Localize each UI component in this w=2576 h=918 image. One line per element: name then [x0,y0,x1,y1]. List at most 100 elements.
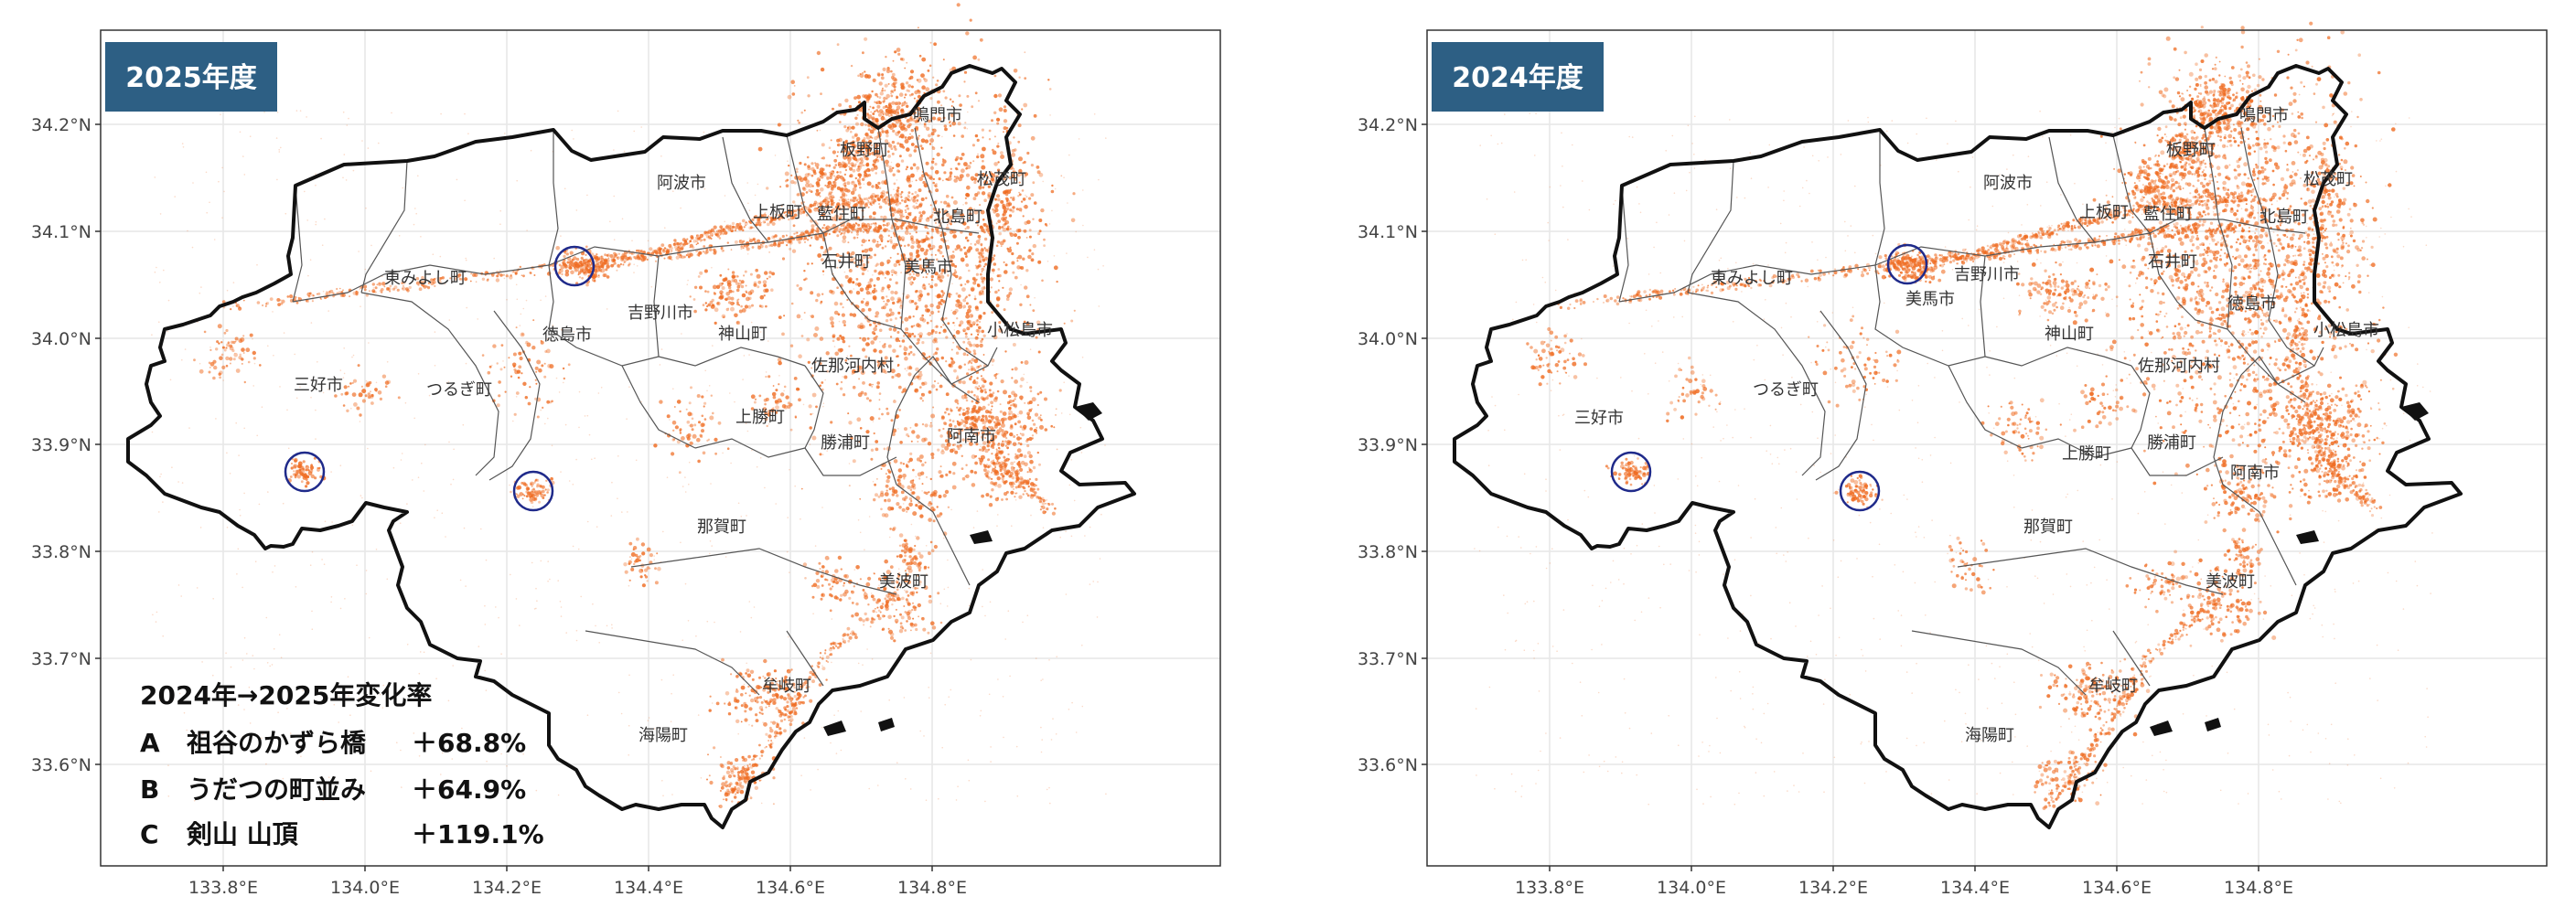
density-dot [673,406,676,408]
density-dot [842,194,846,198]
density-dot [890,226,894,230]
density-dot [840,380,843,384]
density-dot [867,343,871,346]
density-dot [722,776,725,781]
density-dot [899,259,902,262]
density-dot [740,228,744,230]
density-dot [946,212,950,218]
density-dot [629,556,631,558]
density-dot [890,69,893,73]
density-dot [791,707,796,711]
density-dot [792,224,796,228]
density-dot [708,709,712,712]
density-dot [950,262,955,267]
density-dot [885,484,889,488]
density-dot [686,238,689,240]
density-dot [821,143,825,147]
density-dot [948,216,953,220]
density-dot [623,253,628,258]
density-dot [956,248,959,251]
density-dot [908,184,912,188]
density-dot [982,368,985,371]
density-dot [838,259,841,262]
density-dot [1041,279,1044,283]
density-dot [913,335,917,338]
density-dot [887,155,891,158]
density-dot [952,251,955,253]
density-dot [918,477,921,480]
density-dot [374,286,378,290]
density-dot [1020,377,1025,382]
density-dot [1013,136,1015,139]
density-dot [954,436,957,439]
density-dot [1024,401,1026,404]
density-dot [1055,413,1057,416]
density-dot [951,485,957,490]
density-dot [766,187,769,190]
density-dot [921,483,924,486]
density-dot [1004,216,1008,219]
density-dot [1011,261,1015,265]
density-dot [828,582,831,586]
density-dot [985,475,989,478]
density-dot [987,403,991,406]
density-dot [912,468,915,472]
density-dot [935,83,939,87]
density-dot [219,376,222,379]
density-dot [965,255,968,258]
density-dot [991,488,994,492]
density-dot [950,294,952,296]
density-dot [981,173,985,176]
density-dot [901,239,905,242]
density-dot [926,272,928,275]
density-dot [863,164,865,166]
density-dot [846,156,850,160]
density-dot [885,108,889,112]
density-dot [1008,410,1014,415]
density-dot [831,325,834,328]
density-dot [904,356,908,361]
density-dot [896,101,901,106]
density-dot [814,326,820,331]
density-dot [734,229,737,232]
density-dot [918,54,922,58]
density-dot [814,162,817,165]
density-dot [881,73,885,77]
density-dot [945,316,948,320]
density-dot [719,225,724,230]
density-dot [875,109,879,112]
density-dot [980,244,983,247]
density-dot [934,218,939,222]
density-dot [956,406,959,409]
density-dot [930,452,935,457]
density-dot [897,475,903,479]
density-dot [1023,454,1027,458]
density-dot [951,448,956,452]
density-dot [685,254,688,257]
density-dot [983,468,987,473]
density-dot [959,276,962,280]
density-dot [1033,201,1037,205]
density-dot [1036,320,1041,325]
density-dot [953,176,956,178]
density-dot [870,340,875,345]
density-dot [993,262,997,266]
density-dot [712,284,717,290]
density-dot [843,145,847,150]
density-dot [689,246,692,249]
density-dot [939,251,943,255]
density-dot [822,224,826,227]
density-dot [856,179,860,182]
density-dot [580,256,584,260]
density-dot [884,89,886,92]
density-dot [1023,424,1027,429]
density-dot [915,388,918,392]
density-dot [830,185,834,189]
density-dot [887,506,893,511]
density-dot [740,245,743,249]
density-dot [745,224,746,227]
density-dot [880,115,886,121]
density-dot [939,474,944,478]
density-dot [978,255,982,259]
density-dot [740,247,743,251]
